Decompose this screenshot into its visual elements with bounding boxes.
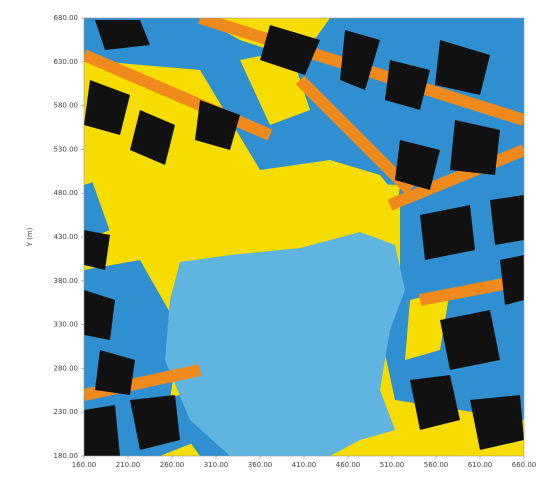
land-cover-map	[84, 18, 524, 456]
x-tick-label: 660.00	[512, 461, 537, 469]
y-axis-label: Y (m)	[26, 227, 34, 247]
y-tick-label: 630.00	[54, 58, 79, 66]
y-tick-label: 480.00	[54, 189, 79, 197]
map-figure: Y (m) 160.00 210.00 260.00 310.00 360.00 410.…	[0, 0, 538, 486]
y-tick-label: 380.00	[54, 277, 79, 285]
y-tick-label: 280.00	[54, 364, 79, 372]
x-tick-label: 210.00	[116, 461, 141, 469]
x-tick-label: 560.00	[424, 461, 449, 469]
y-tick-label: 330.00	[54, 321, 79, 329]
x-tick-label: 360.00	[248, 461, 273, 469]
y-tick-label: 230.00	[54, 408, 79, 416]
lake	[165, 232, 405, 456]
x-tick-label: 310.00	[204, 461, 229, 469]
y-tick-label: 530.00	[54, 145, 79, 153]
x-tick-label: 160.00	[72, 461, 97, 469]
x-tick-label: 410.00	[292, 461, 317, 469]
x-tick-label: 460.00	[336, 461, 361, 469]
x-tick-label: 260.00	[160, 461, 185, 469]
x-tick-label: 510.00	[380, 461, 405, 469]
y-tick-label: 580.00	[54, 102, 79, 110]
y-tick-label: 680.00	[54, 14, 79, 22]
x-tick-label: 610.00	[468, 461, 493, 469]
y-tick-label: 180.00	[54, 452, 79, 460]
y-tick-label: 430.00	[54, 233, 79, 241]
